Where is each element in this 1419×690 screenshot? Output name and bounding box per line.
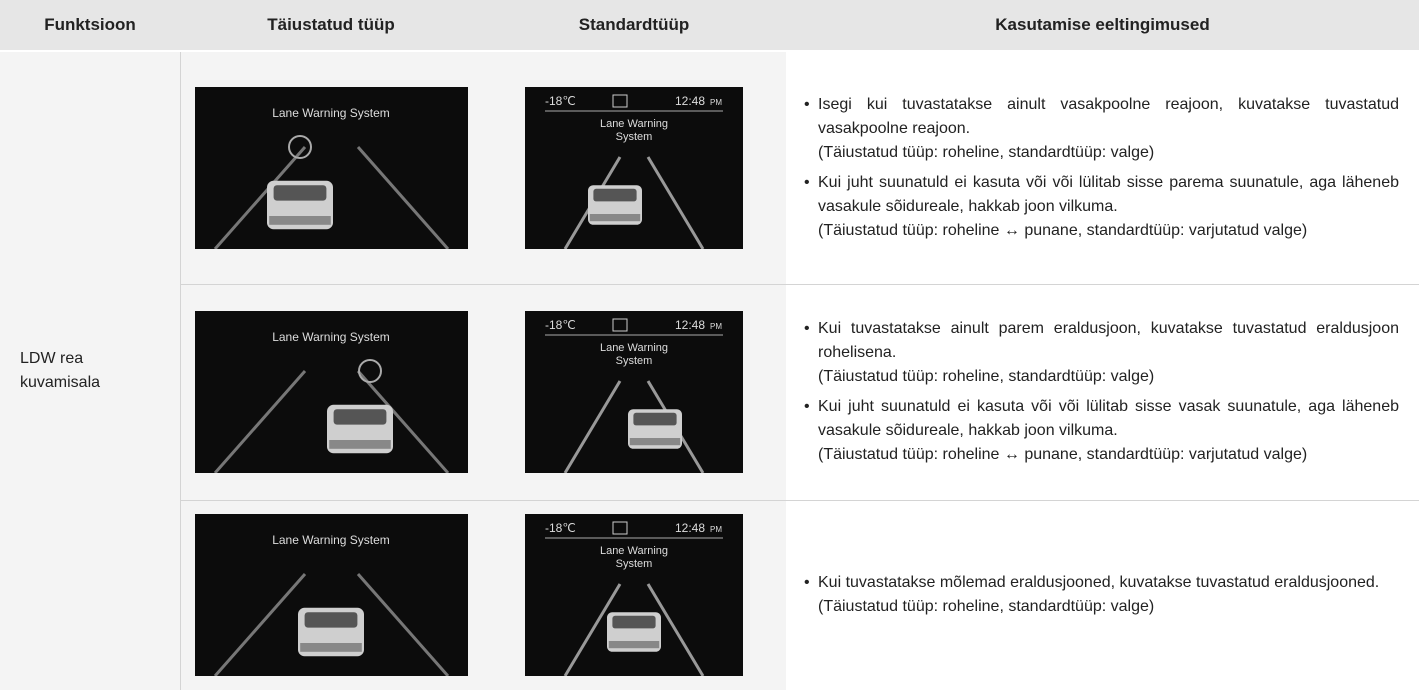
lane-line (356, 573, 449, 678)
screen-title: Lane Warning System (272, 533, 390, 547)
temperature: -18℃ (545, 521, 576, 535)
lane-line (213, 370, 306, 474)
clock-ampm: PM (710, 525, 722, 534)
condition: Isegi kui tuvastatakse ainult vasakpooln… (804, 93, 1399, 165)
wheel-icon (287, 134, 312, 159)
advanced-screen: Lane Warning System (194, 311, 468, 474)
car-bumper (299, 643, 362, 653)
lane-line (356, 370, 449, 474)
table-body: LDW rea kuvamisala Lane Warning System -18℃… (0, 50, 1419, 690)
table-row: Lane Warning System -18℃ 12:48 PM Lane Warni… (0, 283, 1419, 500)
header-cell: Funktsioon (0, 0, 180, 52)
header-row: Funktsioon Täiustatud tüüp Standardtüüp … (0, 0, 1419, 52)
conditions-cell: Isegi kui tuvastatakse ainult vasakpooln… (786, 50, 1419, 284)
lane-line (563, 583, 622, 678)
status-icon (612, 318, 628, 332)
standard-cell: -18℃ 12:48 PM Lane Warning System (482, 50, 786, 284)
screen-title: Lane Warning (600, 342, 668, 354)
advanced-screen: Lane Warning System (194, 86, 468, 250)
screen-title: Lane Warning (600, 118, 668, 130)
condition-note: (Täiustatud tüüp: roheline ↔ punane, sta… (818, 221, 1308, 239)
car-window (633, 412, 677, 426)
clock: 12:48 (675, 521, 705, 535)
function-cell: LDW rea kuvamisala (0, 50, 181, 690)
screen-title: System (616, 131, 653, 143)
car-bumper (589, 213, 641, 221)
conditions-cell: Kui tuvastatakse ainult parem eraldusjoo… (786, 283, 1419, 500)
table-row: LDW rea kuvamisala Lane Warning System -18℃… (0, 50, 1419, 690)
clock-ampm: PM (710, 322, 722, 331)
condition-text: Kui juht suunatuld ei kasuta või või lül… (818, 398, 1399, 439)
car-window (612, 616, 656, 629)
function-line: kuvamisala (20, 374, 101, 391)
condition-note: (Täiustatud tüüp: roheline, standardtüüp… (818, 598, 1155, 616)
lane-line (646, 583, 705, 678)
car-window (304, 612, 358, 628)
lane-line (563, 380, 622, 474)
temperature: -18℃ (545, 94, 576, 108)
condition: Kui juht suunatuld ei kasuta või või lül… (804, 395, 1399, 467)
advanced-cell: Lane Warning System (180, 283, 482, 500)
status-icon (612, 94, 628, 108)
header-cell: Täiustatud tüüp (180, 0, 482, 52)
standard-cell: -18℃ 12:48 PM Lane Warning System (482, 499, 786, 690)
car-bumper (608, 641, 660, 649)
advanced-cell: Lane Warning System (180, 499, 482, 690)
condition: Kui tuvastatakse ainult parem eraldusjoo… (804, 317, 1399, 389)
lane-line (356, 145, 449, 250)
lane-line (213, 573, 306, 678)
header-cell: Standardtüüp (482, 0, 786, 52)
advanced-cell: Lane Warning System (180, 50, 482, 284)
condition-text: Isegi kui tuvastatakse ainult vasakpooln… (818, 95, 1399, 137)
lane-line (213, 145, 306, 250)
lane-line (646, 155, 705, 250)
screen-title: Lane Warning System (272, 106, 390, 120)
condition-text: Kui juht suunatuld ei kasuta või või lül… (818, 173, 1399, 215)
table-row: Lane Warning System -18℃ 12:48 PM Lane Warni… (0, 499, 1419, 690)
car-bumper (328, 440, 391, 449)
function-line: LDW rea (20, 350, 84, 367)
conditions-cell: Kui tuvastatakse mõlemad eraldusjooned, … (786, 499, 1419, 690)
header-cell: Kasutamise eeltingimused (786, 0, 1419, 52)
car-window (333, 409, 387, 425)
condition-text: Kui tuvastatakse ainult parem eraldusjoo… (818, 320, 1399, 361)
clock: 12:48 (675, 318, 705, 332)
condition: Kui tuvastatakse mõlemad eraldusjooned, … (804, 571, 1399, 619)
condition: Kui juht suunatuld ei kasuta või või lül… (804, 171, 1399, 243)
screen-title: System (616, 558, 653, 570)
car-window (593, 188, 637, 202)
clock: 12:48 (675, 94, 705, 108)
car-window (273, 184, 327, 201)
standard-cell: -18℃ 12:48 PM Lane Warning System (482, 283, 786, 500)
screen-title: System (616, 355, 653, 367)
temperature: -18℃ (545, 318, 576, 332)
screen-title: Lane Warning System (272, 330, 390, 344)
clock-ampm: PM (710, 98, 722, 107)
car-bumper (629, 438, 681, 446)
advanced-screen: Lane Warning System (194, 514, 468, 678)
condition-note: (Täiustatud tüüp: roheline, standardtüüp… (818, 143, 1155, 161)
condition-note: (Täiustatud tüüp: roheline, standardtüüp… (818, 368, 1155, 385)
wheel-icon (357, 359, 382, 383)
condition-text: Kui tuvastatakse mõlemad eraldusjooned, … (818, 574, 1380, 592)
condition-note: (Täiustatud tüüp: roheline ↔ punane, sta… (818, 446, 1308, 463)
screen-title: Lane Warning (600, 545, 668, 557)
car-bumper (268, 215, 331, 225)
status-icon (612, 521, 628, 535)
